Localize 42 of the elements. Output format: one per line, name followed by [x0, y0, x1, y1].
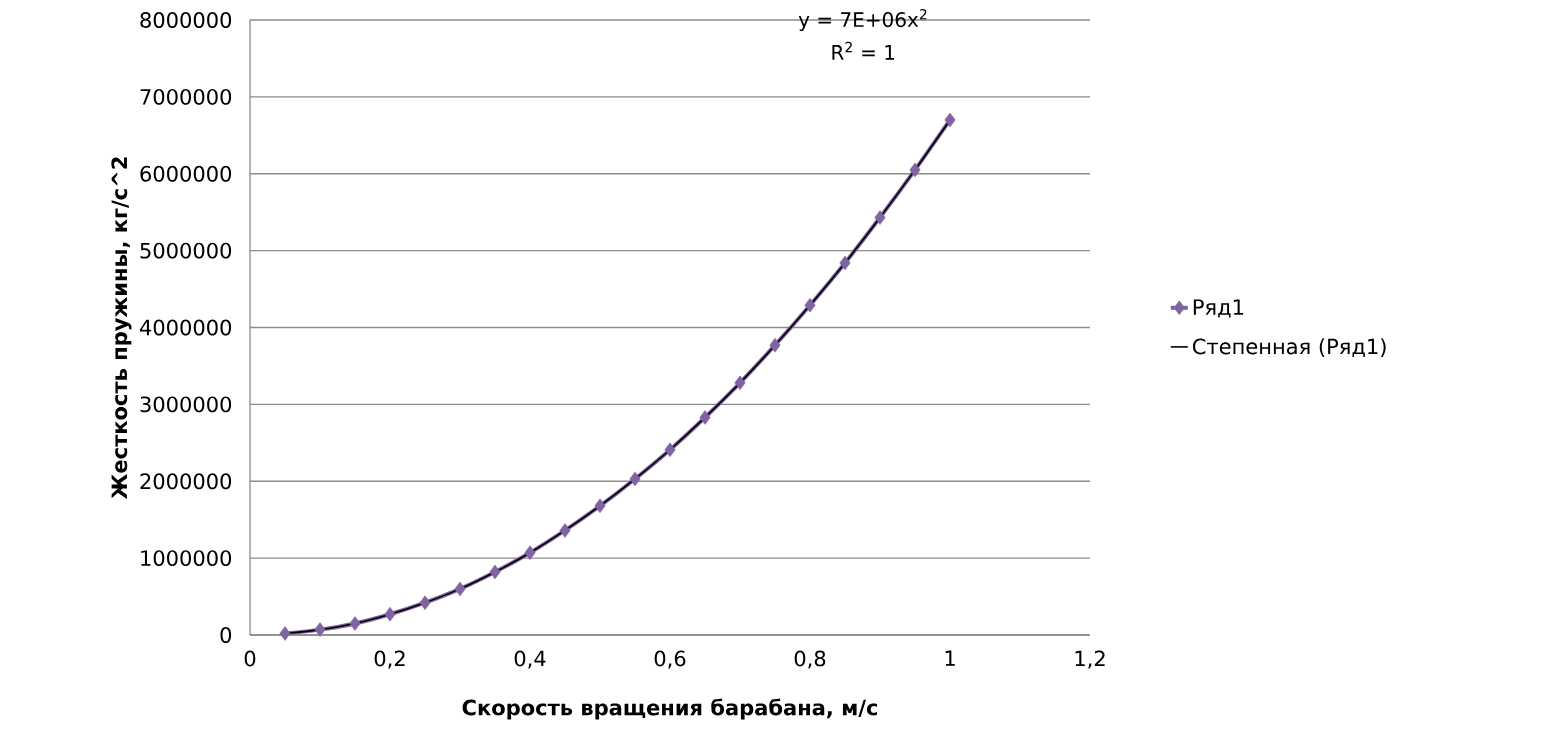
point	[524, 545, 536, 560]
y-tick-label: 7000000	[140, 88, 232, 105]
y-tick-label: 3000000	[140, 396, 232, 413]
x-axis-title: Скорость вращения барабана, м/с	[462, 698, 878, 720]
y-tick-label: 1000000	[141, 550, 232, 567]
point	[489, 564, 501, 580]
y-tick-label: 0	[220, 627, 232, 643]
point	[664, 442, 676, 457]
y-tick-label: 4000000	[139, 319, 232, 336]
point	[349, 616, 361, 631]
x-tick-label: 0,4	[514, 650, 546, 669]
point	[944, 112, 956, 128]
point	[804, 297, 816, 313]
annotation: y = 7E+06x$^{2}$	[798, 8, 927, 32]
point	[874, 210, 886, 225]
x-tick-label: 0,6	[654, 650, 686, 669]
point	[839, 255, 851, 271]
x-tick-label: 0	[244, 650, 256, 667]
point	[559, 523, 571, 538]
annotation: R$^{2}$ = 1	[832, 41, 895, 60]
point	[314, 622, 326, 637]
point	[384, 606, 396, 622]
x-tick-label: 0,2	[374, 650, 405, 669]
point	[594, 498, 606, 514]
point	[629, 471, 641, 487]
x-tick-label: 1,2	[1075, 650, 1105, 669]
point	[769, 337, 781, 353]
legend-label: Ряд1	[1193, 299, 1244, 318]
point	[909, 162, 921, 178]
legend-label: Степенная (Ряд1)	[1192, 338, 1386, 358]
point	[734, 375, 746, 391]
y-tick-label: 8000000	[140, 12, 232, 28]
x-tick-label: 1	[945, 650, 955, 666]
point	[419, 595, 431, 610]
point	[699, 410, 711, 425]
y-axis-title: Жесткость пружины, кг/с^2	[111, 157, 132, 500]
y-tick-label: 6000000	[140, 165, 232, 182]
x-tick-label: 0,8	[794, 650, 826, 669]
y-tick-label: 2000000	[140, 473, 232, 490]
y-tick-label: 5000000	[140, 242, 232, 259]
point	[279, 626, 291, 641]
point	[454, 581, 466, 597]
